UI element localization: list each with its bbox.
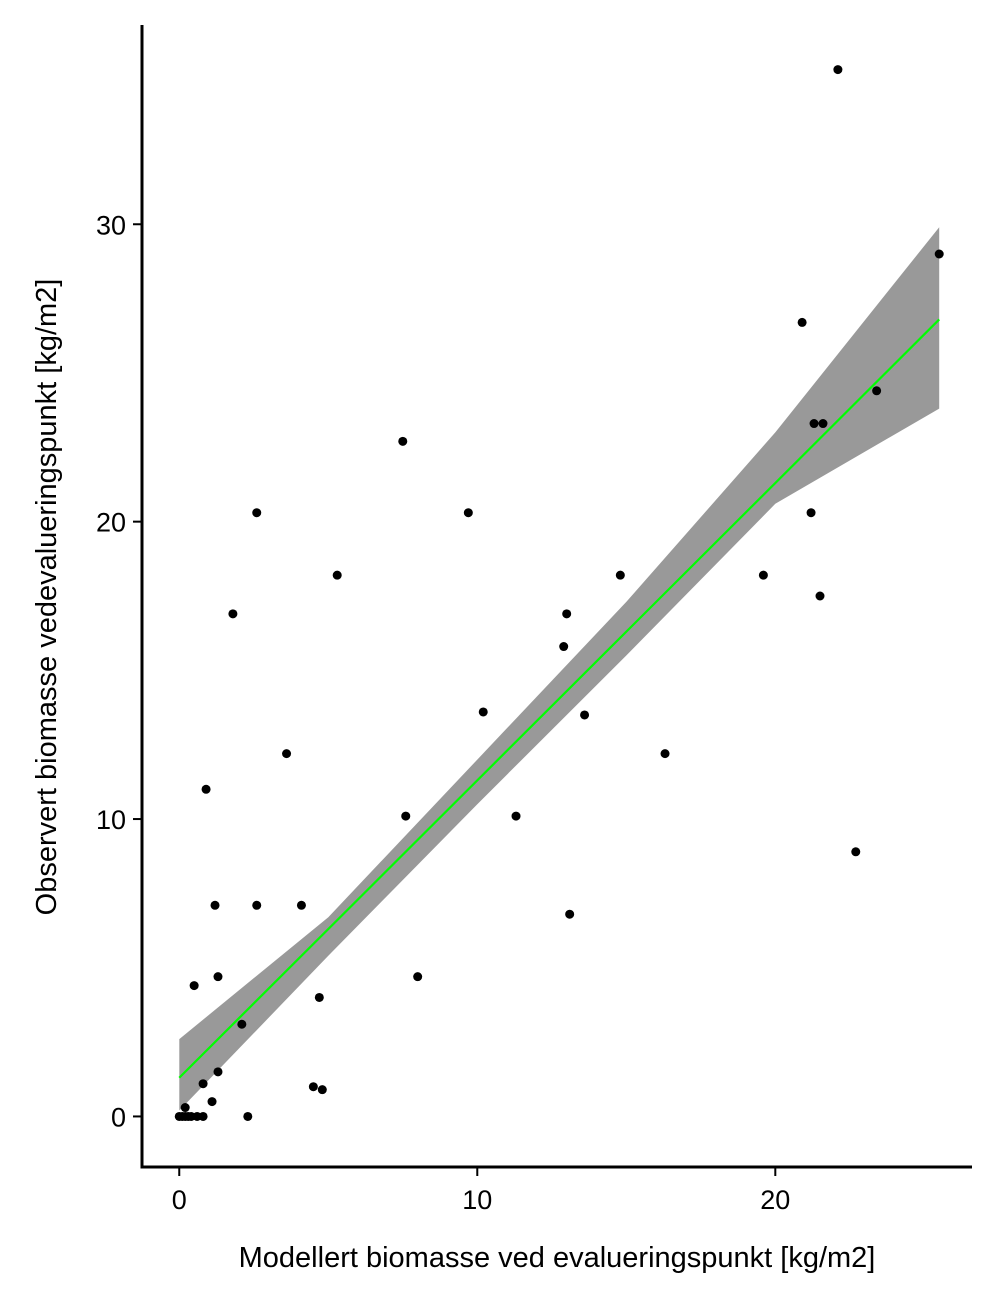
x-tick-label: 0 <box>172 1185 187 1215</box>
data-point <box>818 419 828 429</box>
y-axis-title: Observert biomasse vedevalueringspunkt [… <box>31 279 63 916</box>
data-point <box>252 508 262 518</box>
y-tick-label: 20 <box>96 508 126 538</box>
data-point <box>565 909 575 919</box>
data-point <box>332 570 342 580</box>
data-point <box>237 1019 247 1029</box>
confidence-band <box>179 227 940 1111</box>
fit-line-layer <box>178 318 940 1079</box>
data-point <box>210 900 220 910</box>
data-point <box>296 900 306 910</box>
data-point <box>758 570 768 580</box>
data-point <box>180 1103 190 1113</box>
x-tick-label: 20 <box>760 1185 790 1215</box>
data-point <box>198 1079 208 1089</box>
data-point <box>660 749 670 759</box>
regression-line <box>178 318 940 1079</box>
data-points-layer <box>174 65 944 1121</box>
data-point <box>413 972 423 982</box>
data-point <box>314 992 324 1002</box>
data-point <box>401 811 411 821</box>
data-point <box>201 784 211 794</box>
data-point <box>615 570 625 580</box>
data-point <box>511 811 521 821</box>
y-tick-label: 30 <box>96 210 126 240</box>
data-point <box>809 419 819 429</box>
data-point <box>934 249 944 259</box>
data-point <box>213 1067 223 1077</box>
data-point <box>806 508 816 518</box>
axes-layer: 0 10 20 0 10 20 30 <box>96 25 972 1215</box>
data-point <box>833 65 843 75</box>
data-point <box>207 1097 217 1107</box>
y-tick-label: 10 <box>96 805 126 835</box>
data-point <box>282 749 292 759</box>
data-point <box>562 609 572 619</box>
x-axis-title: Modellert biomasse ved evalueringspunkt … <box>239 1242 876 1274</box>
confidence-band-layer <box>179 227 940 1111</box>
data-point <box>478 707 488 717</box>
data-point <box>317 1085 327 1095</box>
data-point <box>463 508 473 518</box>
data-point <box>213 972 223 982</box>
data-point <box>580 710 590 720</box>
data-point <box>243 1111 253 1121</box>
data-point <box>559 642 569 652</box>
data-point <box>189 981 199 991</box>
data-point <box>198 1111 208 1121</box>
data-point <box>872 386 882 396</box>
y-tick-label: 0 <box>111 1102 126 1132</box>
data-point <box>252 900 262 910</box>
data-point <box>851 847 861 857</box>
data-point <box>228 609 238 619</box>
data-point <box>398 436 408 446</box>
data-point <box>815 591 825 601</box>
data-point <box>797 317 807 327</box>
data-point <box>308 1082 318 1092</box>
x-tick-label: 10 <box>462 1185 492 1215</box>
